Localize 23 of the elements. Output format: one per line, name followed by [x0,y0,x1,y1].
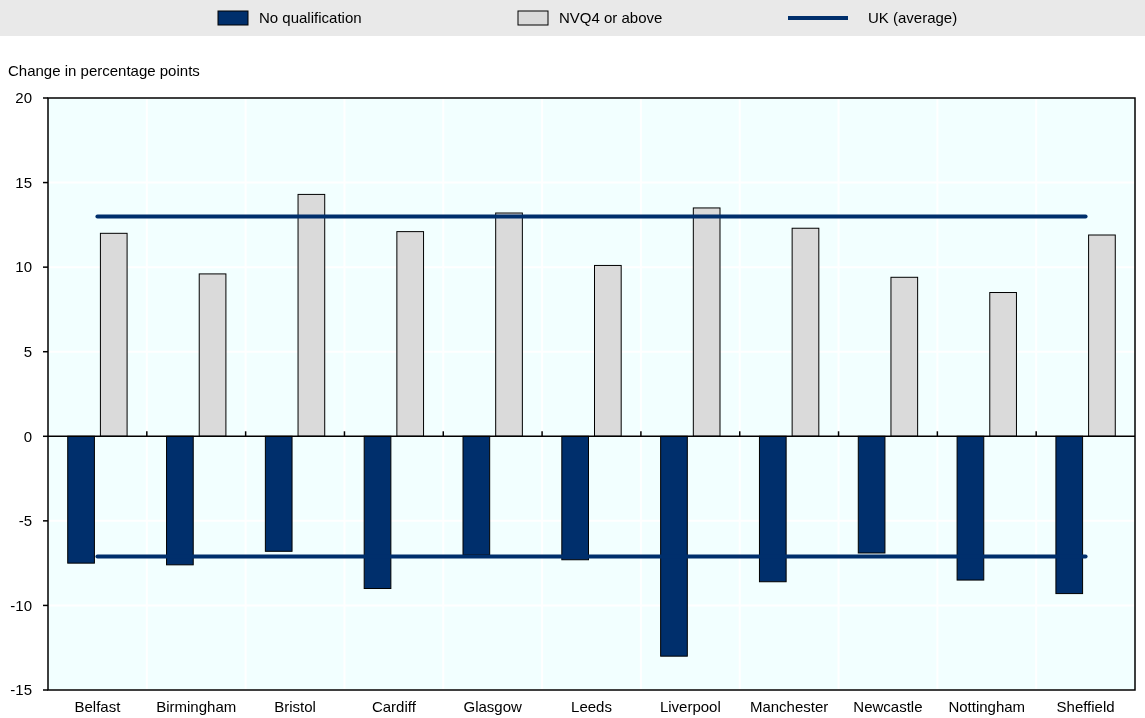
y-tick-label: 0 [23,427,32,445]
x-tick-label: Liverpool [659,698,721,715]
y-tick-label: 5 [23,342,32,360]
y-tick-label: 20 [15,89,32,107]
x-tick-label: Belfast [74,698,122,715]
x-tick-label: Newcastle [853,698,923,715]
y-tick-label: 15 [15,173,32,191]
x-tick-label: Cardiff [371,698,417,715]
x-tick-label: Nottingham [948,698,1026,715]
y-tick-label: -10 [10,596,32,614]
x-tick-label: Bristol [274,698,316,715]
x-tick-label: Birmingham [156,698,237,715]
legend-label: NVQ4 or above [559,9,663,26]
legend-label: No qualification [259,9,362,26]
y-tick-label: -15 [10,681,32,699]
y-axis-title: Change in percentage points [8,62,200,79]
legend-label: UK (average) [868,9,958,26]
y-tick-label: 10 [15,258,32,276]
x-tick-label: Manchester [749,698,829,715]
x-tick-label: Glasgow [463,698,523,715]
x-tick-label: Sheffield [1056,698,1115,715]
x-tick-label: Leeds [571,698,612,715]
y-tick-label: -5 [18,512,32,530]
